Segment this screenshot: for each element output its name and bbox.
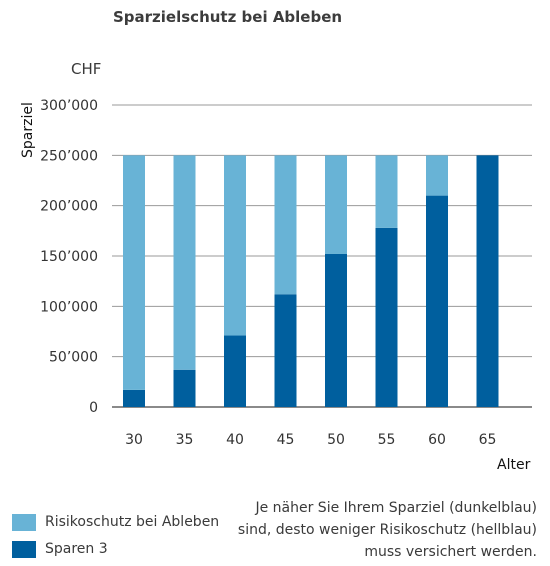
legend-swatch-sparen: [12, 540, 36, 558]
y-tick-label: 200’000: [40, 199, 98, 215]
x-tick-label: 50: [327, 432, 345, 448]
y-tick-label: 250’000: [40, 148, 98, 164]
bar-segment: [426, 195, 448, 407]
y-tick-label: 150’000: [40, 249, 98, 265]
x-axis-label: Alter: [497, 457, 531, 473]
bar-segment: [173, 155, 196, 370]
legend-item-risikoschutz: Risikoschutz bei Ableben: [12, 512, 219, 532]
bar-segment: [274, 294, 297, 407]
x-tick-label: 45: [277, 432, 295, 448]
y-tick-label: 100’000: [40, 299, 98, 315]
bar-segment: [173, 369, 196, 407]
bar-segment: [224, 335, 246, 407]
bar-segment: [224, 155, 246, 336]
y-tick-label: 50’000: [49, 350, 98, 366]
x-tick-label: 65: [479, 432, 497, 448]
note-line: Je näher Sie Ihrem Sparziel (dunkelblau): [255, 500, 537, 516]
bar-segment: [274, 155, 297, 295]
x-tick-label: 35: [176, 432, 194, 448]
bar-segment: [123, 389, 145, 407]
bar-segment: [375, 155, 398, 228]
chart-note: Je näher Sie Ihrem Sparziel (dunkelblau)…: [238, 497, 537, 563]
bar-segment: [426, 155, 448, 196]
legend-label-risikoschutz: Risikoschutz bei Ableben: [45, 514, 220, 530]
x-tick-label: 30: [125, 432, 143, 448]
unit-label: CHF: [71, 60, 102, 78]
bar-segment: [325, 253, 347, 407]
y-tick-label: 300’000: [40, 98, 98, 114]
x-tick-label: 40: [226, 432, 244, 448]
legend-swatch-risikoschutz: [12, 513, 36, 531]
bar-segment: [325, 155, 347, 254]
legend-item-sparen: Sparen 3: [12, 539, 219, 559]
x-tick-label: 55: [378, 432, 396, 448]
x-tick-label: 60: [428, 432, 446, 448]
bar-segment: [476, 155, 499, 407]
y-tick-label: 0: [89, 400, 98, 416]
chart-title: Sparzielschutz bei Ableben: [113, 8, 343, 26]
note-line: sind, desto weniger Risikoschutz (hellbl…: [237, 522, 537, 538]
legend: Risikoschutz bei Ableben Sparen 3: [12, 512, 219, 566]
bar-segment: [123, 155, 145, 390]
bar-chart: 0 50’000 100’000 150’000 200’000 250’000 300’0…: [40, 98, 532, 448]
note-line: muss versichert werden.: [364, 544, 537, 560]
bar-segment: [375, 227, 398, 407]
legend-label-sparen: Sparen 3: [45, 541, 108, 557]
